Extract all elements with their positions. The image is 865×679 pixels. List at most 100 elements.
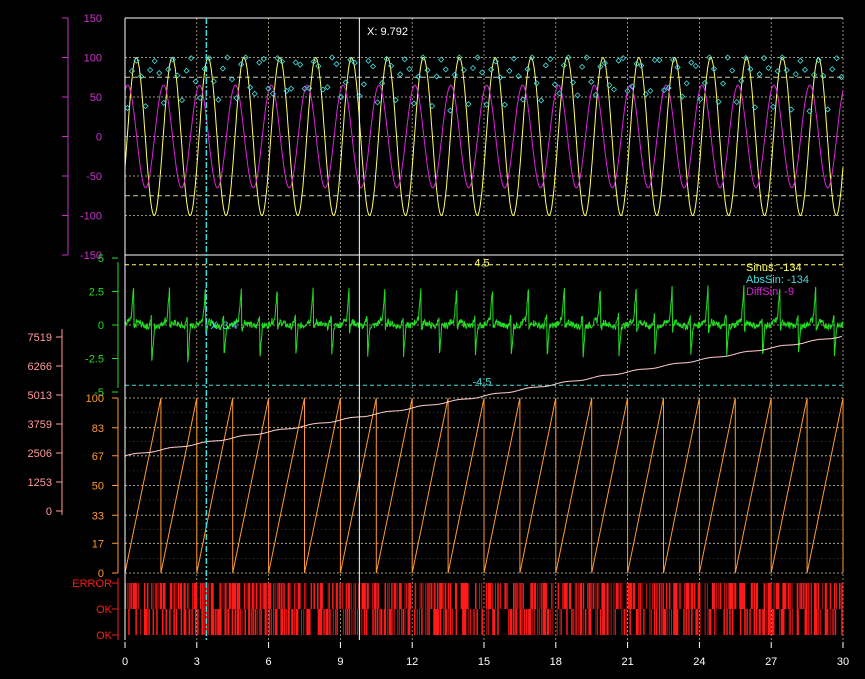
- abssin-point: [428, 102, 436, 110]
- x-tick-label: 27: [765, 656, 777, 668]
- abssin-point: [442, 66, 449, 73]
- abssin-point: [460, 66, 467, 74]
- y-tick-label: 33: [92, 510, 104, 522]
- abssin-point: [156, 69, 163, 77]
- abssin-point: [701, 79, 708, 87]
- abssin-point: [319, 86, 326, 93]
- abssin-point: [247, 84, 254, 91]
- marker-label: 3.4: [222, 320, 237, 332]
- abssin-point: [633, 60, 640, 67]
- abssin-point: [770, 103, 777, 110]
- limit-label: -4.5: [473, 376, 492, 388]
- abssin-point: [251, 90, 258, 97]
- abssin-point: [683, 80, 690, 87]
- abssin-point: [656, 57, 663, 64]
- abssin-point: [601, 59, 608, 67]
- limit-lines: 4.5 -4.5: [125, 76, 843, 388]
- abssin-point: [670, 56, 677, 63]
- abssin-point: [392, 97, 399, 104]
- abssin-point: [647, 87, 654, 94]
- abssin-point: [751, 104, 758, 111]
- abssin-point: [556, 90, 563, 97]
- abssin-point: [610, 86, 618, 93]
- y-tick-label: 50: [92, 481, 104, 493]
- abssin-point: [301, 85, 308, 92]
- abssin-point: [333, 60, 340, 68]
- series-diffsin: [124, 84, 844, 189]
- abssin-point: [324, 84, 331, 91]
- abssin-point: [160, 99, 167, 106]
- abssin-point: [638, 62, 645, 69]
- abssin-point: [829, 66, 836, 73]
- abssin-point: [419, 54, 427, 61]
- limit-label: 4.5: [474, 258, 489, 270]
- abssin-point: [174, 72, 181, 79]
- series-sawtooth: [124, 397, 844, 574]
- abssin-point: [624, 87, 631, 95]
- abssin-point: [538, 97, 545, 104]
- abssin-point: [238, 61, 245, 68]
- abssin-point: [369, 63, 377, 70]
- y-tick-label: 67: [92, 451, 104, 463]
- y-tick-label: -100: [80, 211, 102, 223]
- abssin-point: [756, 71, 763, 78]
- y-tick-label: 1253: [28, 477, 52, 489]
- abssin-point: [401, 56, 408, 63]
- abssin-point: [497, 74, 504, 81]
- abssin-point: [465, 101, 472, 108]
- abssin-point: [824, 106, 831, 113]
- abssin-point: [338, 93, 345, 101]
- abssin-point: [169, 56, 176, 63]
- x-tick-label: 0: [122, 656, 128, 668]
- abssin-point: [424, 67, 431, 74]
- abssin-point: [347, 56, 354, 63]
- abssin-point: [838, 73, 845, 81]
- abssin-point: [747, 66, 754, 73]
- y-tick-label: 5: [98, 253, 104, 265]
- x-tick-label: 15: [478, 656, 490, 668]
- abssin-point: [406, 65, 413, 73]
- abssin-point: [219, 65, 226, 72]
- abssin-point: [783, 67, 790, 74]
- x-tick-label: 30: [837, 656, 849, 668]
- abssin-point: [665, 84, 672, 92]
- abssin-point: [265, 85, 272, 92]
- abssin-point: [365, 57, 372, 64]
- abssin-point: [233, 95, 240, 102]
- abssin-point: [651, 57, 658, 64]
- abssin-point: [328, 54, 336, 61]
- x-tick-label: 9: [337, 656, 343, 668]
- abssin-point: [183, 67, 190, 74]
- abssin-point: [560, 62, 568, 69]
- abssin-point: [660, 87, 668, 94]
- y-tick-label: 0: [98, 320, 104, 332]
- abssin-point: [765, 64, 772, 72]
- x-tick-label: 6: [266, 656, 272, 668]
- abssin-point: [729, 67, 736, 74]
- cursor-layer[interactable]: [205, 18, 360, 640]
- abssin-point: [351, 59, 358, 66]
- abssin-point: [692, 62, 699, 70]
- abssin-point: [810, 71, 818, 78]
- abssin-point: [697, 96, 704, 103]
- abssin-point: [501, 101, 508, 108]
- abssin-point: [629, 83, 636, 90]
- series-sinus: [124, 57, 844, 217]
- abssin-point: [451, 71, 458, 78]
- y-tick-label: 150: [84, 13, 102, 25]
- abssin-point: [374, 99, 381, 106]
- abssin-point: [619, 55, 627, 62]
- abssin-point: [792, 71, 799, 78]
- abssin-point: [488, 66, 495, 73]
- abssin-point: [551, 81, 558, 88]
- x-tick-label: 3: [194, 656, 200, 668]
- abssin-point: [187, 55, 195, 62]
- abssin-point: [283, 87, 290, 95]
- y-tick-label: 2506: [28, 448, 52, 460]
- abssin-point: [642, 91, 649, 98]
- abssin-point: [606, 82, 613, 89]
- abssin-point: [679, 93, 686, 100]
- abssin-point: [688, 59, 695, 66]
- abssin-point: [415, 73, 422, 80]
